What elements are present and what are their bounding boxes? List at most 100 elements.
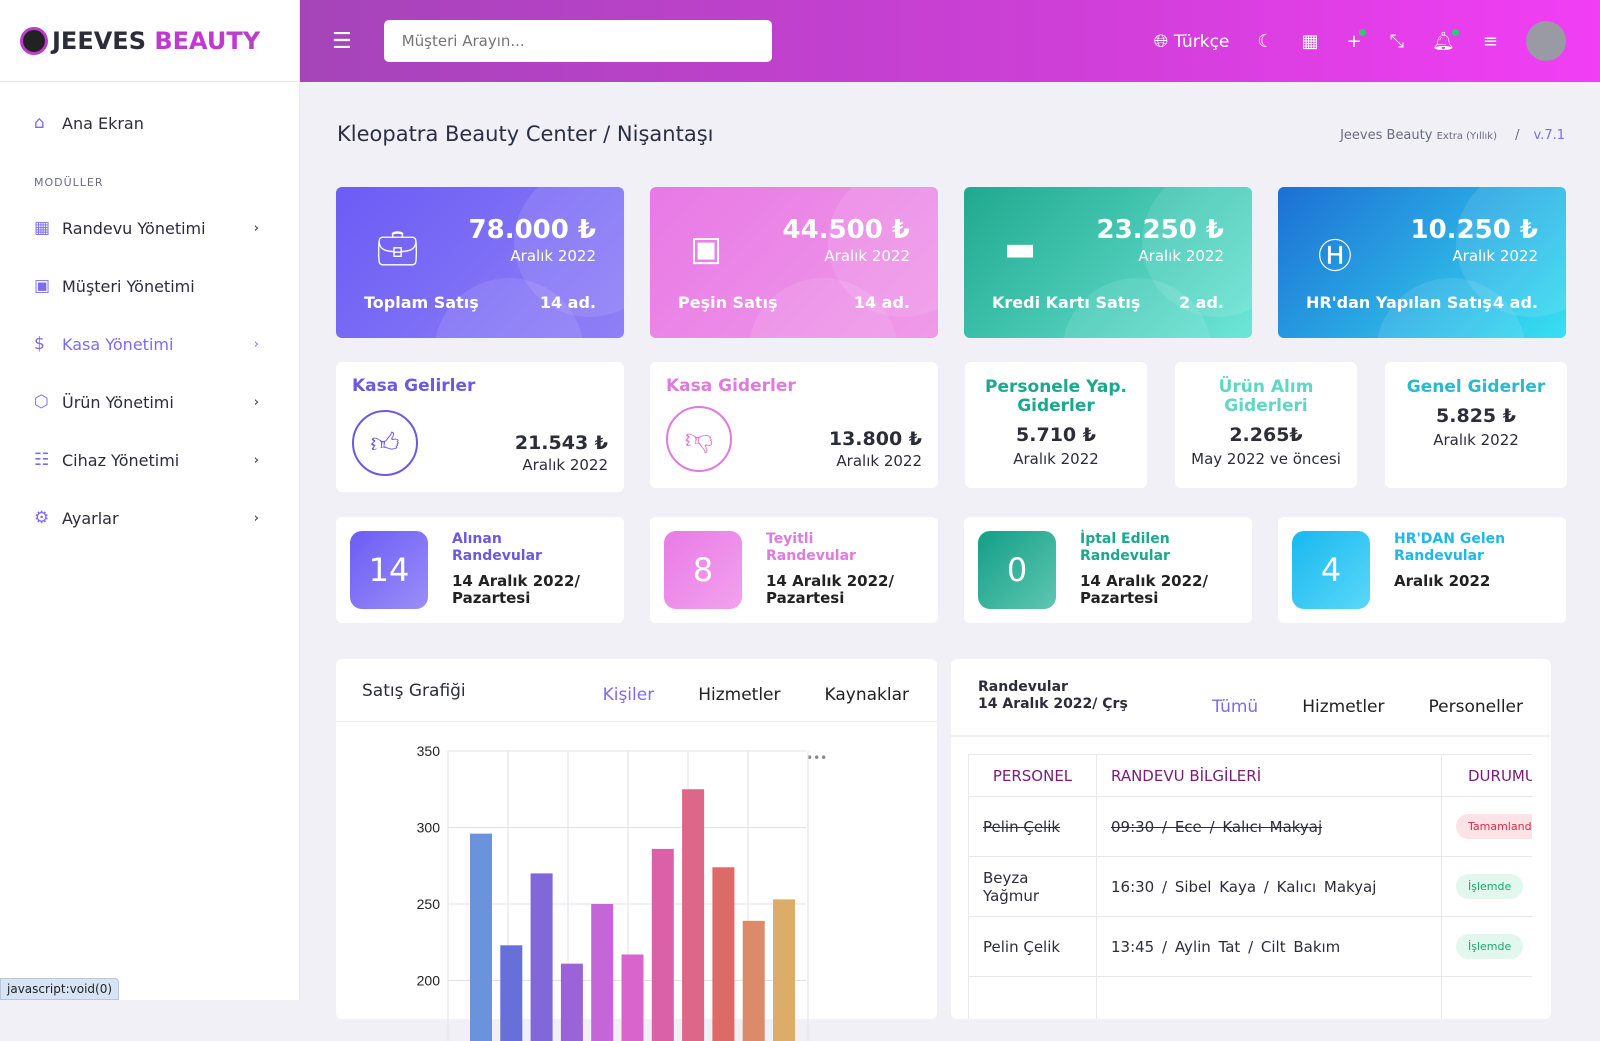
language-label: Türkçe	[1173, 31, 1230, 52]
stat-period: Aralık 2022	[510, 247, 596, 265]
fullscreen-exit-icon[interactable]: ⤡	[1389, 30, 1405, 52]
version-label: v.7.1	[1533, 128, 1566, 143]
sidebar-item-label: Ana Ekran	[62, 113, 144, 133]
appointment-stat-card[interactable]: 4 HR'DAN Gelen Randevular Aralık 2022	[1278, 517, 1566, 623]
more-options-icon[interactable]: •••	[806, 751, 828, 765]
tab-personeller[interactable]: Personeller	[1428, 697, 1523, 717]
expense-period: Aralık 2022	[1433, 431, 1519, 449]
stat-card[interactable]: Ⓗ 10.250 ₺ Aralık 2022 HR'dan Yapılan Sa…	[1278, 187, 1566, 338]
chevron-right-icon: ›	[253, 336, 259, 352]
tab-kisiler[interactable]: Kişiler	[602, 685, 655, 705]
table-row[interactable]: Beyza Yağmur 16:30 / Sibel Kaya / Kalıcı…	[968, 856, 1532, 917]
sidebar-item-home[interactable]: ⌂ Ana Ekran	[0, 94, 299, 152]
stat-count: 14 ad.	[539, 293, 596, 312]
bell-icon[interactable]: 🔔︎	[1432, 28, 1459, 52]
staff-cell: Pelin Çelik	[968, 916, 1097, 977]
stat-card[interactable]: ▣ 44.500 ₺ Aralık 2022 Peşin Satış 14 ad…	[650, 187, 938, 338]
sidebar-item-musteri[interactable]: ▣ Müşteri Yönetimi	[0, 257, 299, 315]
chevron-right-icon: ›	[253, 452, 259, 468]
tab-hizmetler[interactable]: Hizmetler	[698, 685, 781, 705]
expense-amount: 2.265₺	[1229, 424, 1303, 446]
table-row[interactable]: Pelin Çelik 13:45 / Aylin Tat / Cilt Bak…	[968, 916, 1532, 977]
card-title: Teyitli Randevular	[766, 531, 856, 564]
logo[interactable]: JEEVES BEAUTY	[0, 0, 299, 82]
expense-amount: 5.825 ₺	[1436, 405, 1516, 427]
bar	[470, 833, 492, 1041]
stat-period: Aralık 2022	[1138, 247, 1224, 265]
status-badge: İşlemde	[1456, 874, 1524, 899]
expense-category-card[interactable]: Genel Giderler 5.825 ₺ Aralık 2022	[1385, 362, 1567, 488]
logo-text-accent: BEAUTY	[154, 26, 261, 55]
thumbs-down-icon: 👎︎	[666, 406, 732, 472]
expense-amount: 5.710 ₺	[1016, 424, 1096, 446]
appointments-table: PERSONEL RANDEVU BİLGİLERİ DURUMU Pelin …	[968, 754, 1532, 1019]
sidebar-item-urun[interactable]: ⬡ Ürün Yönetimi ›	[0, 373, 299, 431]
income-period: Aralık 2022	[522, 456, 608, 474]
card-date: 14 Aralık 2022/ Pazartesi	[452, 572, 580, 607]
menu-toggle-icon[interactable]: ☰	[332, 28, 352, 54]
breadcrumb-app[interactable]: Jeeves Beauty	[1340, 128, 1433, 143]
bar	[712, 867, 735, 1041]
bar	[500, 945, 523, 1041]
avatar[interactable]	[1526, 21, 1566, 61]
appointment-stat-card[interactable]: 0 İptal Edilen Randevular 14 Aralık 2022…	[964, 517, 1252, 623]
sidebar-item-label: Kasa Yönetimi	[62, 334, 174, 354]
stat-card[interactable]: 💼︎ 78.000 ₺ Aralık 2022 Toplam Satış 14 …	[336, 187, 624, 338]
sidebar-item-kasa[interactable]: $ Kasa Yönetimi ›	[0, 315, 299, 373]
stat-period: Aralık 2022	[1452, 247, 1538, 265]
stat-count: 2 ad.	[1178, 293, 1224, 312]
column-header[interactable]: RANDEVU BİLGİLERİ	[1096, 754, 1442, 797]
tab-hizmetler[interactable]: Hizmetler	[1302, 697, 1385, 717]
bar	[682, 789, 705, 1041]
appointment-count: 4	[1292, 531, 1370, 609]
bar	[742, 920, 765, 1041]
table-row[interactable]	[968, 976, 1532, 1019]
table-row[interactable]: Pelin Çelik 09:30 / Ece / Kalıcı Makyaj …	[968, 796, 1532, 857]
language-selector[interactable]: 🌐︎ Türkçe	[1154, 31, 1230, 52]
tab-tumu[interactable]: Tümü	[1212, 697, 1259, 717]
stat-card[interactable]: ▬ 23.250 ₺ Aralık 2022 Kredi Kartı Satış…	[964, 187, 1252, 338]
expense-card[interactable]: Kasa Giderler 👎︎ 13.800 ₺ Aralık 2022	[650, 362, 938, 488]
appointment-info-cell: 13:45 / Aylin Tat / Cilt Bakım	[1096, 916, 1442, 977]
sidebar-item-randevu[interactable]: ▦ Randevu Yönetimi ›	[0, 199, 299, 257]
stat-label: Kredi Kartı Satış	[992, 293, 1141, 312]
calendar-icon: ▦	[34, 218, 51, 238]
calendar-icon[interactable]: ▦	[1301, 30, 1319, 52]
appointment-count: 8	[664, 531, 742, 609]
status-badge: Tamamlandı	[1456, 814, 1532, 839]
expense-period: Aralık 2022	[1013, 450, 1099, 468]
list-icon[interactable]: ≡	[1482, 30, 1498, 52]
stat-label: Toplam Satış	[364, 293, 479, 312]
expense-category-card[interactable]: Personele Yap. Giderler 5.710 ₺ Aralık 2…	[965, 362, 1147, 488]
bar	[591, 904, 614, 1041]
logo-text: JEEVES	[52, 26, 146, 55]
tab-kaynaklar[interactable]: Kaynaklar	[824, 685, 910, 705]
search-input[interactable]	[383, 20, 772, 62]
bar	[560, 963, 583, 1041]
card-title: Kasa Gelirler	[352, 376, 476, 396]
card-date: Aralık 2022	[1394, 572, 1491, 590]
sidebar-item-ayarlar[interactable]: ⚙ Ayarlar ›	[0, 489, 299, 547]
y-tick-label: 250	[417, 896, 441, 912]
dollar-icon: $	[34, 334, 45, 354]
moon-icon[interactable]: ☾	[1257, 30, 1274, 52]
income-card[interactable]: Kasa Gelirler 👍︎ 21.543 ₺ Aralık 2022	[336, 362, 624, 492]
appointment-stat-card[interactable]: 14 Alınan Randevular 14 Aralık 2022/ Paz…	[336, 517, 624, 623]
card-title: Randevular	[978, 679, 1068, 695]
sidebar-item-cihaz[interactable]: ☷ Cihaz Yönetimi ›	[0, 431, 299, 489]
page-title: Kleopatra Beauty Center / Nişantaşı	[337, 122, 714, 146]
column-header[interactable]: PERSONEL	[968, 754, 1097, 797]
sidebar-item-label: Ürün Yönetimi	[62, 392, 174, 412]
card-title: Kasa Giderler	[666, 376, 796, 396]
stat-count: 4 ad.	[1492, 293, 1538, 312]
card-title: HR'DAN Gelen Randevular	[1394, 531, 1506, 564]
column-header[interactable]: DURUMU	[1441, 754, 1532, 797]
plus-icon[interactable]: +	[1346, 28, 1366, 52]
appointments-card: Randevular 14 Aralık 2022/ Çrş Tümü Hizm…	[951, 659, 1551, 1019]
appointment-count: 0	[978, 531, 1056, 609]
globe-icon: 🌐︎	[1153, 30, 1169, 52]
hr-icon: Ⓗ	[1318, 237, 1352, 277]
appointment-stat-card[interactable]: 8 Teyitli Randevular 14 Aralık 2022/ Paz…	[650, 517, 938, 623]
expense-category-card[interactable]: Ürün Alım Giderleri 2.265₺ May 2022 ve ö…	[1175, 362, 1357, 488]
sales-chart-card: Satış Grafiği Kişiler Hizmetler Kaynakla…	[336, 659, 937, 1041]
